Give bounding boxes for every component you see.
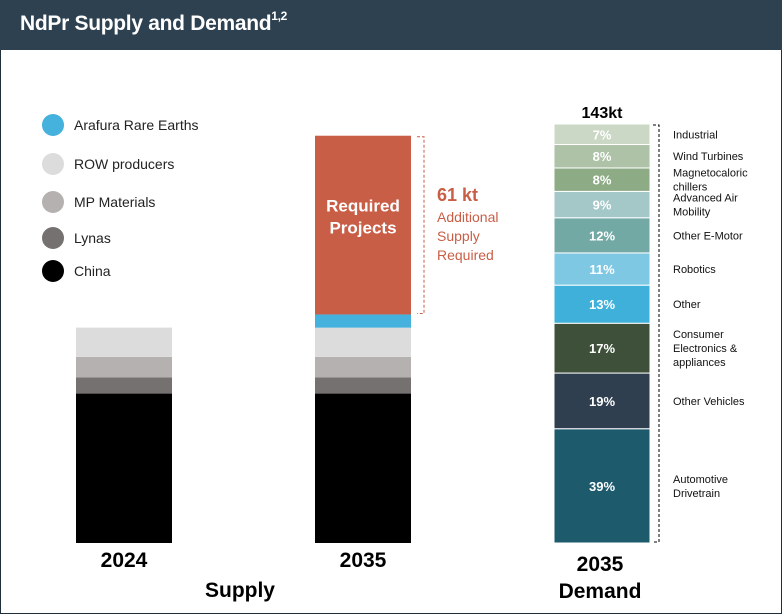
legend-swatch bbox=[42, 227, 64, 249]
legend-swatch bbox=[42, 191, 64, 213]
demand-pct-label: 19% bbox=[589, 394, 615, 409]
supply-segment bbox=[315, 393, 411, 543]
legend-item: ROW producers bbox=[42, 153, 174, 175]
demand-category-label: Other E-Motor bbox=[673, 230, 743, 242]
category-label: 2035 bbox=[577, 553, 624, 576]
demand-category-label: Industrial bbox=[673, 129, 718, 141]
demand-category-label: Drivetrain bbox=[673, 488, 720, 500]
demand-category-label: Consumer bbox=[673, 329, 724, 341]
supply-segment bbox=[76, 356, 172, 378]
demand-pct-label: 8% bbox=[593, 173, 612, 188]
supply-segment bbox=[315, 327, 411, 357]
demand-segment bbox=[553, 217, 651, 254]
legend-label: Arafura Rare Earths bbox=[74, 117, 199, 133]
category-label: 2035 bbox=[340, 549, 387, 572]
demand-category-label: Mobility bbox=[673, 207, 711, 219]
gap-annotation-text: Supply bbox=[437, 228, 480, 244]
supply-segment bbox=[315, 314, 411, 328]
demand-pct-label: 17% bbox=[589, 341, 615, 356]
demand-total-label: 143kt bbox=[582, 105, 624, 122]
required-projects-label: Projects bbox=[329, 219, 396, 238]
gap-annotation-text: Additional bbox=[437, 209, 499, 225]
legend-swatch bbox=[42, 260, 64, 282]
demand-pct-label: 11% bbox=[589, 262, 615, 277]
demand-category-label: Magnetocaloric bbox=[673, 168, 748, 180]
demand-category-label: Robotics bbox=[673, 264, 716, 276]
demand-axis-label: Demand bbox=[559, 580, 642, 603]
supply-segment bbox=[76, 377, 172, 394]
supply-axis-label: Supply bbox=[205, 579, 275, 602]
legend-item: Lynas bbox=[42, 227, 111, 249]
legend-item: Arafura Rare Earths bbox=[42, 114, 199, 136]
legend-item: China bbox=[42, 260, 111, 282]
supply-segment bbox=[76, 327, 172, 357]
demand-pct-label: 13% bbox=[589, 297, 615, 312]
demand-category-label: chillers bbox=[673, 182, 708, 194]
category-label: 2024 bbox=[101, 549, 148, 572]
demand-category-label: Wind Turbines bbox=[673, 151, 744, 163]
supply-segment bbox=[315, 356, 411, 378]
legend-label: ROW producers bbox=[74, 156, 175, 172]
legend-swatch bbox=[42, 114, 64, 136]
title-bar: NdPr Supply and Demand1,2 bbox=[0, 0, 782, 50]
demand-category-label: Other bbox=[673, 299, 701, 311]
demand-pct-label: 12% bbox=[589, 228, 615, 243]
demand-pct-label: 7% bbox=[593, 127, 612, 142]
legend-swatch bbox=[42, 153, 64, 175]
supply-segment bbox=[315, 135, 411, 315]
demand-bracket bbox=[653, 124, 660, 543]
demand-segment bbox=[553, 322, 651, 374]
demand-segment bbox=[553, 123, 651, 146]
demand-segment bbox=[553, 252, 651, 286]
gap-bracket bbox=[417, 136, 425, 314]
demand-pct-label: 8% bbox=[593, 149, 612, 164]
demand-segment bbox=[553, 190, 651, 219]
demand-segment bbox=[553, 372, 651, 430]
legend-label: Lynas bbox=[74, 230, 111, 246]
supply-segment bbox=[76, 393, 172, 543]
demand-category-label: Other Vehicles bbox=[673, 396, 745, 408]
demand-pct-label: 39% bbox=[589, 479, 615, 494]
gap-annotation-text: Required bbox=[437, 247, 494, 263]
gap-value-label: 61 kt bbox=[437, 185, 478, 205]
legend-label: MP Materials bbox=[74, 194, 156, 210]
supply-segment bbox=[315, 377, 411, 394]
demand-segment bbox=[553, 428, 651, 544]
demand-category-label: Automotive bbox=[673, 474, 728, 486]
demand-category-label: Electronics & bbox=[673, 343, 738, 355]
demand-category-label: appliances bbox=[673, 357, 726, 369]
chart-title: NdPr Supply and Demand1,2 bbox=[20, 9, 288, 35]
demand-pct-label: 9% bbox=[593, 198, 612, 213]
legend-label: China bbox=[74, 263, 111, 279]
demand-category-label: Advanced Air bbox=[673, 193, 738, 205]
legend-item: MP Materials bbox=[42, 191, 155, 213]
required-projects-label: Required bbox=[326, 197, 400, 216]
title-footnote: 1,2 bbox=[271, 9, 288, 23]
demand-segment bbox=[553, 284, 651, 324]
